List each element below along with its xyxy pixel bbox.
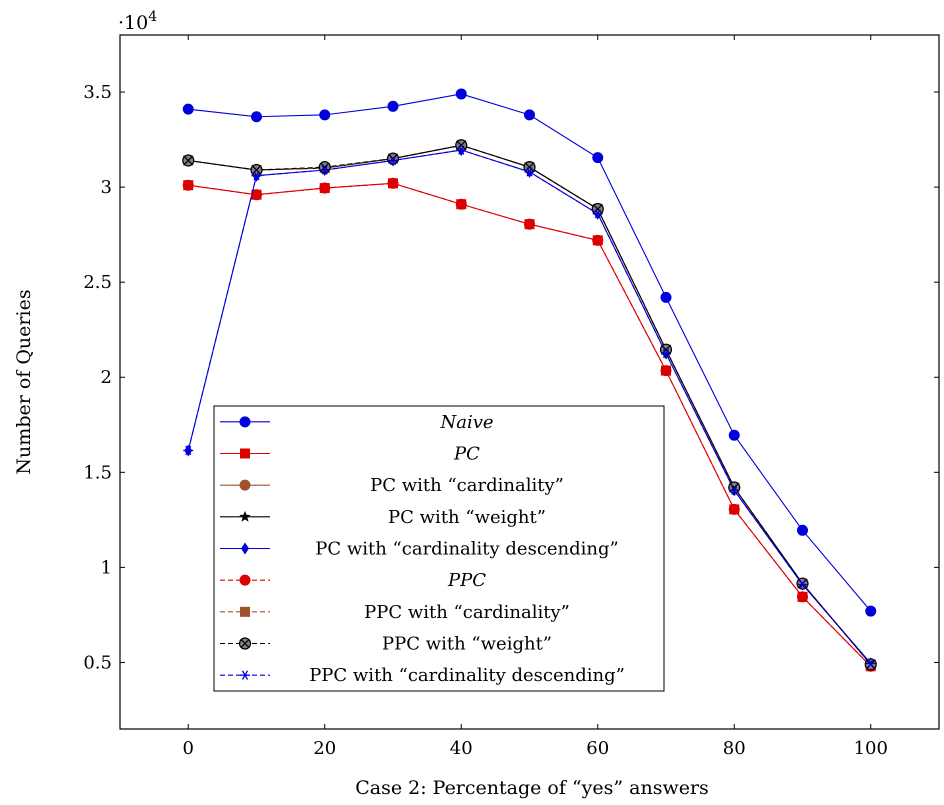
legend-entry: PPC xyxy=(220,570,486,591)
legend-marker xyxy=(240,448,250,459)
legend-label: PC xyxy=(453,444,480,465)
series-9 xyxy=(183,145,876,669)
series-1-point xyxy=(660,291,672,303)
legend-marker xyxy=(239,510,251,522)
legend-label: PPC with “cardinality” xyxy=(364,602,570,623)
x-tick-label: 100 xyxy=(854,738,888,759)
series-6-point xyxy=(660,365,672,377)
series-9-point xyxy=(729,485,740,496)
legend-marker xyxy=(240,606,250,617)
x-axis-label: Case 2: Percentage of “yes” answers xyxy=(355,777,709,799)
series-9-point xyxy=(865,658,876,669)
series-6-point xyxy=(728,503,740,515)
y-axis-label: Number of Queries xyxy=(13,289,35,474)
series-8-point xyxy=(455,139,468,152)
series-1-point xyxy=(524,109,535,121)
legend-marker xyxy=(239,479,251,491)
x-tick-label: 20 xyxy=(313,738,336,759)
y-multiplier-exponent: 4 xyxy=(148,9,157,25)
series-9-point xyxy=(456,145,467,155)
y-tick-label: 3.5 xyxy=(83,82,112,103)
series-8-point xyxy=(182,154,195,167)
legend-entry: PPC with “cardinality” xyxy=(220,602,570,623)
legend-box xyxy=(213,405,665,692)
legend-marker xyxy=(239,574,251,586)
plot-frame xyxy=(119,34,940,730)
series-9-point xyxy=(251,171,262,181)
series-9-point xyxy=(524,167,535,177)
series-6-point xyxy=(319,182,331,194)
y-tick-label: 3 xyxy=(101,177,112,198)
series-9-point xyxy=(388,155,398,166)
y-tick-label: 1 xyxy=(101,557,112,578)
y-tick-label: 1.5 xyxy=(83,462,112,483)
series-6-point xyxy=(387,177,399,189)
x-tick-label: 60 xyxy=(586,738,609,759)
series-1-point xyxy=(387,100,399,112)
series-1-point xyxy=(728,429,740,441)
series-6-point xyxy=(797,591,808,603)
series-1-point xyxy=(251,111,262,123)
series-8-point xyxy=(659,343,673,356)
legend-label: PPC xyxy=(447,570,486,591)
legend-entry: PPC with “cardinality descending” xyxy=(220,665,625,686)
legend-marker xyxy=(241,542,249,555)
legend-label: PPC with “weight” xyxy=(382,634,552,655)
series-1-point xyxy=(797,524,808,536)
legend-label: PC with “cardinality descending” xyxy=(315,539,619,560)
series-layer xyxy=(182,88,877,672)
series-9-point xyxy=(797,579,808,590)
legend-entry: PC with “weight” xyxy=(220,507,546,528)
series-1-point xyxy=(592,152,604,164)
series-6 xyxy=(182,177,877,672)
legend-label: Naive xyxy=(439,412,493,433)
legend-label: PC with “weight” xyxy=(388,507,546,528)
series-1 xyxy=(182,88,877,617)
y-multiplier: ·104 xyxy=(118,9,157,34)
tick-layer: 0 20 40 60 80 100 0.5 1 1.5 2 2.5 3 3.5 xyxy=(83,35,939,759)
x-tick-label: 40 xyxy=(450,738,473,759)
series-6-point xyxy=(592,234,604,246)
series-1-point xyxy=(455,88,467,100)
series-9-point xyxy=(661,348,671,359)
x-tick-label: 80 xyxy=(723,738,746,759)
legend: Naive PC PC with “cardinality” PC with “wei… xyxy=(213,405,665,692)
legend-marker xyxy=(240,670,250,680)
legend-entry: PC with “cardinality” xyxy=(220,475,564,496)
legend-marker xyxy=(238,637,252,650)
legend-entry: Naive xyxy=(220,412,494,433)
series-8-point xyxy=(386,152,400,165)
y-tick-label: 0.5 xyxy=(83,652,112,673)
series-6-point xyxy=(182,179,194,191)
legend-entry: PC xyxy=(220,444,480,465)
legend-label: PPC with “cardinality descending” xyxy=(309,665,625,686)
legend-marker xyxy=(239,416,251,428)
y-tick-label: 2.5 xyxy=(83,272,112,293)
series-6-point xyxy=(524,218,535,230)
series-1-point xyxy=(865,605,877,617)
series-1-point xyxy=(182,103,194,115)
series-8-point xyxy=(250,163,263,177)
legend-entry: PC with “cardinality descending” xyxy=(220,539,619,560)
y-tick-label: 2 xyxy=(101,367,112,388)
series-9-point xyxy=(319,165,330,175)
series-1-point xyxy=(319,109,331,121)
y-multiplier-base: ·10 xyxy=(118,12,148,34)
legend-label: PC with “cardinality” xyxy=(370,475,564,496)
x-tick-label: 0 xyxy=(183,738,194,759)
series-9-point xyxy=(183,445,194,456)
series-9-point xyxy=(592,209,603,219)
series-6-point xyxy=(455,198,467,210)
legend-entry: PPC with “weight” xyxy=(220,634,552,655)
series-6-point xyxy=(251,189,262,201)
